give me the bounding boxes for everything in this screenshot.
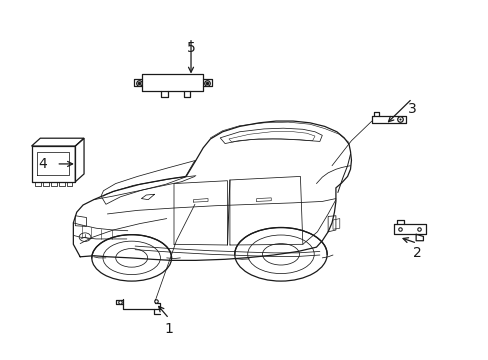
Text: 1: 1 [164, 322, 173, 336]
Text: 4: 4 [38, 157, 47, 171]
Text: 2: 2 [412, 246, 421, 260]
Text: 3: 3 [407, 102, 416, 116]
Text: 5: 5 [186, 41, 195, 55]
